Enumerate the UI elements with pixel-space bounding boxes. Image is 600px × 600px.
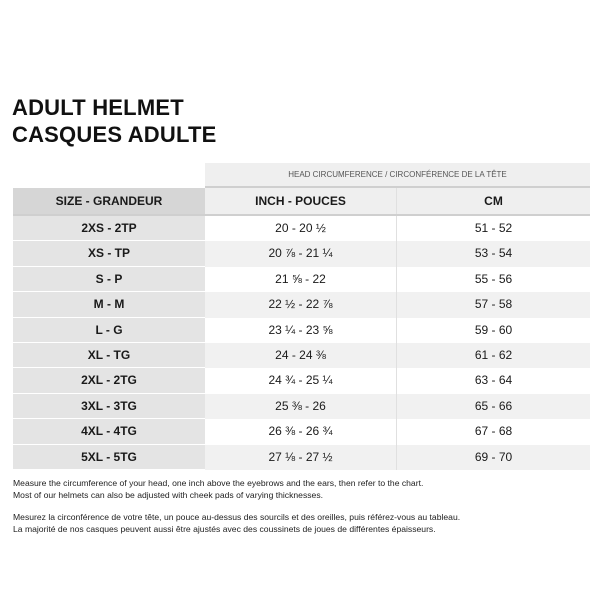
table-row: XL - TG 24 - 24 ⅜ 61 - 62 [13, 342, 590, 369]
column-header-cm: CM [397, 188, 590, 214]
size-cell: S - P [13, 266, 205, 293]
page-title: ADULT HELMET CASQUES ADULTE [12, 94, 216, 148]
inch-cell: 27 ⅛ - 27 ½ [205, 444, 397, 470]
cm-cell: 63 - 64 [474, 373, 513, 388]
cm-cell: 57 - 58 [397, 292, 590, 318]
size-cell: 2XS - 2TP [13, 216, 205, 242]
table-row: L - G 23 ¼ - 23 ⅝ 59 - 60 [13, 317, 590, 343]
cm-cell: 65 - 66 [397, 393, 590, 420]
cm-cell: 51 - 52 [474, 221, 513, 235]
cm-cell: 53 - 54 [397, 241, 590, 267]
cm-cell: 67 - 68 [474, 424, 513, 439]
note-fr-1: Mesurez la circonférence de votre tête, … [13, 512, 461, 522]
column-header-inch: INCH - POUCES [205, 188, 397, 214]
size-cell: M - M [13, 292, 205, 318]
table-row: 4XL - 4TG 26 ⅜ - 26 ¾ 67 - 68 [13, 419, 590, 445]
inch-cell: 20 - 20 ½ [205, 216, 397, 242]
column-header-size: SIZE - GRANDEUR [13, 188, 205, 214]
cm-cell: 55 - 56 [474, 271, 513, 286]
table-row: 2XL - 2TG 24 ¾ - 25 ¼ 63 - 64 [13, 368, 590, 394]
size-chart-table: HEAD CIRCUMFERENCE / CIRCONFÉRENCE DE LA… [13, 163, 590, 470]
cm-cell: 59 - 60 [474, 322, 513, 337]
table-row: 5XL - 5TG 27 ⅛ - 27 ½ 69 - 70 [13, 444, 590, 470]
column-header-row: SIZE - GRANDEUR INCH - POUCES CM [13, 188, 590, 216]
inch-cell: 24 - 24 ⅜ [205, 342, 397, 369]
head-circumference-header: HEAD CIRCUMFERENCE / CIRCONFÉRENCE DE LA… [205, 163, 590, 188]
note-fr-2: La majorité de nos casques peuvent aussi… [13, 523, 436, 534]
note-en-2: Most of our helmets can also be adjusted… [13, 489, 324, 500]
size-cell: 5XL - 5TG [13, 444, 205, 470]
cm-cell: 69 - 70 [397, 444, 590, 470]
table-row: S - P 21 ⅝ - 22 55 - 56 [13, 266, 590, 293]
table-row: M - M 22 ½ - 22 ⅞ 57 - 58 [13, 292, 590, 318]
inch-cell: 21 ⅝ - 22 [205, 266, 397, 293]
title-french: CASQUES ADULTE [12, 122, 217, 147]
size-cell: XL - TG [13, 342, 205, 369]
table-row: 3XL - 3TG 25 ⅜ - 26 65 - 66 [13, 393, 590, 420]
note-en-1: Measure the circumference of your head, … [13, 478, 424, 488]
title-english: ADULT HELMET [12, 95, 184, 120]
size-cell: 2XL - 2TG [13, 368, 205, 394]
size-cell: 4XL - 4TG [13, 419, 205, 445]
size-cell: XS - TP [13, 241, 205, 267]
table-row: XS - TP 20 ⅞ - 21 ¼ 53 - 54 [13, 241, 590, 267]
inch-cell: 23 ¼ - 23 ⅝ [205, 317, 397, 343]
cm-cell: 61 - 62 [397, 342, 590, 369]
inch-cell: 26 ⅜ - 26 ¾ [205, 419, 397, 445]
size-cell: L - G [13, 317, 205, 343]
table-row: 2XS - 2TP 20 - 20 ½ 51 - 52 [13, 216, 590, 242]
size-cell: 3XL - 3TG [13, 393, 205, 420]
inch-cell: 20 ⅞ - 21 ¼ [205, 241, 397, 267]
inch-cell: 24 ¾ - 25 ¼ [205, 368, 397, 394]
inch-cell: 22 ½ - 22 ⅞ [205, 292, 397, 318]
instructions: Measure the circumference of your head, … [13, 478, 460, 546]
inch-cell: 25 ⅜ - 26 [205, 393, 397, 420]
